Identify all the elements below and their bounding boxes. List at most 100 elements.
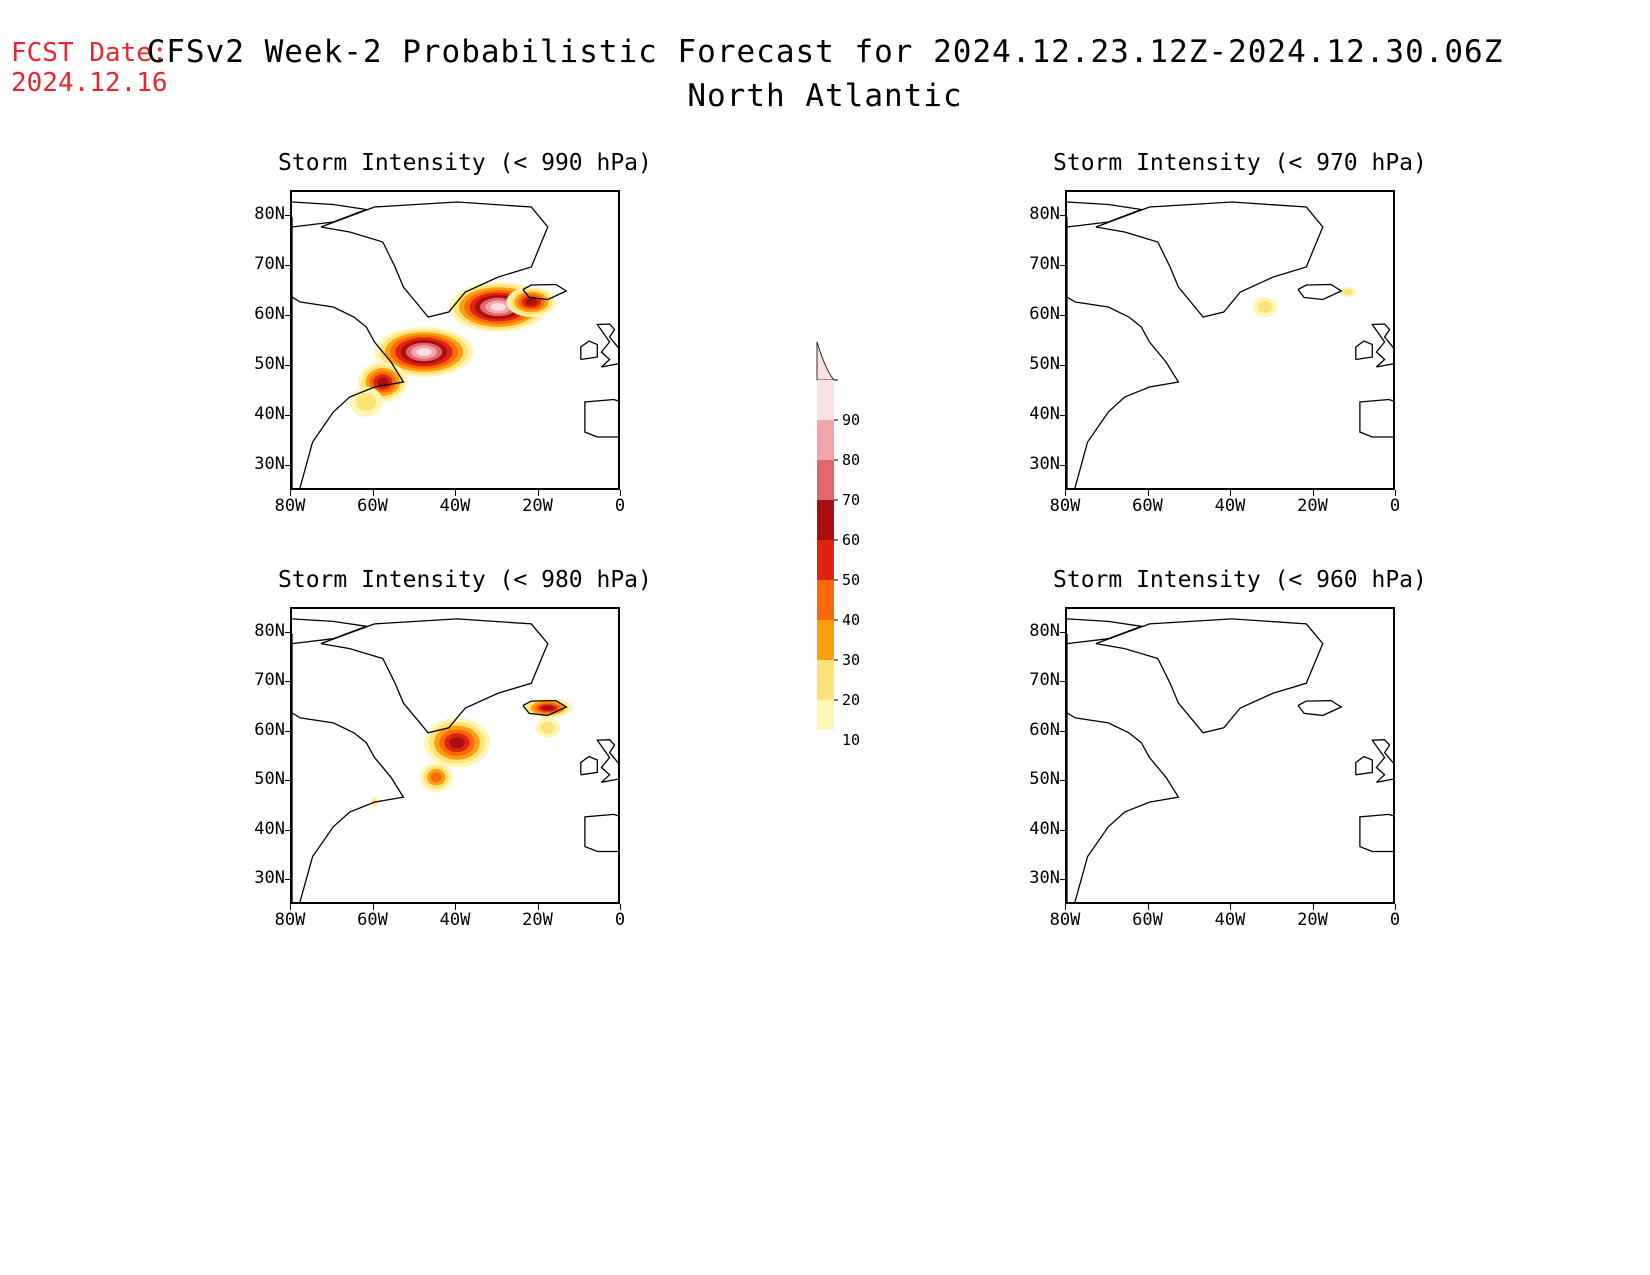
map-frame [290, 607, 620, 904]
lon-tick-mark [455, 904, 456, 910]
coastline [1359, 813, 1393, 853]
lon-tick-mark [537, 490, 539, 496]
probability-area [419, 762, 453, 793]
lon-tick-mark [455, 490, 456, 496]
colorbar-label: 20 [842, 691, 861, 709]
lon-tick-label: 80W [1049, 496, 1081, 516]
lat-tick-mark [1060, 415, 1066, 416]
lat-tick-mark [285, 780, 291, 782]
coastline [1067, 201, 1144, 228]
coastline [596, 739, 618, 783]
lon-tick-label: 20W [1297, 910, 1328, 930]
lat-tick-mark [285, 215, 291, 216]
probability-contour-60 [542, 705, 554, 711]
probability-contour-20 [540, 721, 556, 734]
map-canvas [1067, 618, 1393, 902]
forecast-date-block: FCST Date: 2024.12.16 [11, 38, 168, 98]
lat-tick-label: 30N [254, 454, 285, 474]
lat-tick-mark [285, 465, 291, 466]
probability-contour-60 [449, 736, 465, 749]
lat-tick-label: 70N [1029, 254, 1060, 274]
lat-tick-label: 40N [1029, 818, 1060, 839]
lon-tick-mark [620, 490, 621, 496]
coastline [320, 201, 549, 318]
lon-tick-mark [537, 904, 539, 910]
colorbar-label: 50 [842, 571, 861, 589]
coastline [1371, 739, 1393, 783]
probability-area [374, 327, 474, 377]
coastline [1371, 323, 1393, 368]
probability-contour-20 [356, 393, 377, 411]
lon-tick-mark [290, 490, 291, 496]
coastline [596, 323, 618, 368]
lat-tick-label: 40N [254, 818, 285, 839]
coastline [1297, 699, 1343, 717]
lat-tick-label: 50N [254, 769, 285, 790]
probability-area [349, 387, 383, 417]
lat-tick-mark [285, 265, 291, 266]
panel-title: Storm Intensity (< 980 hPa) [278, 567, 652, 593]
lon-tick-label: 60W [1132, 496, 1163, 516]
probability-area [523, 698, 573, 718]
colorbar-swatch [817, 420, 834, 460]
coastline [1355, 755, 1373, 776]
coastline [320, 618, 549, 734]
colorbar-swatch [817, 660, 834, 700]
lon-tick-label: 20W [1297, 496, 1328, 516]
lon-tick-mark [1147, 904, 1149, 910]
colorbar-swatch [817, 580, 834, 620]
panel-title: Storm Intensity (< 960 hPa) [1053, 567, 1427, 593]
map-frame [1065, 607, 1395, 904]
lon-tick-label: 60W [357, 496, 388, 516]
probability-area [1339, 287, 1356, 297]
lon-tick-mark [1065, 904, 1066, 910]
lat-tick-mark [285, 365, 291, 366]
panel-title: Storm Intensity (< 990 hPa) [278, 150, 652, 176]
lon-tick-label: 40W [439, 910, 471, 930]
lat-tick-label: 80N [254, 620, 285, 641]
lon-tick-label: 80W [274, 910, 306, 930]
lat-tick-mark [1060, 465, 1066, 466]
coastline [580, 340, 598, 361]
lat-tick-label: 40N [254, 404, 285, 424]
colorbar-label: 80 [842, 451, 861, 469]
lon-tick-mark [372, 490, 374, 496]
probability-area [506, 287, 556, 317]
coastline [1067, 633, 1180, 902]
lat-tick-label: 30N [1029, 454, 1060, 474]
lat-tick-label: 30N [254, 868, 285, 889]
lon-tick-label: 0 [1389, 496, 1401, 516]
lon-tick-label: 0 [614, 496, 626, 516]
panel-title: Storm Intensity (< 970 hPa) [1053, 150, 1427, 176]
colorbar-label: 10 [842, 731, 861, 749]
probability-area [424, 717, 490, 768]
lon-tick-mark [620, 904, 621, 910]
probability-contour-90 [490, 303, 507, 311]
coastline [292, 618, 369, 645]
lat-tick-label: 60N [1029, 719, 1060, 740]
lon-tick-mark [1065, 490, 1066, 496]
lat-tick-mark [1060, 879, 1066, 881]
lon-tick-label: 80W [274, 496, 306, 516]
lat-tick-mark [285, 631, 291, 633]
coastline [584, 398, 618, 438]
colorbar-swatch [817, 500, 834, 540]
coastline [292, 217, 405, 488]
coastline [522, 699, 568, 717]
probability-contour-40 [430, 772, 442, 783]
lon-tick-label: 40W [1214, 910, 1246, 930]
lon-tick-label: 40W [1214, 496, 1246, 516]
lat-tick-mark [285, 879, 291, 881]
lon-tick-label: 40W [439, 496, 471, 516]
lon-tick-mark [1312, 904, 1314, 910]
lat-tick-label: 80N [1029, 620, 1060, 641]
lon-tick-label: 0 [614, 910, 626, 930]
probability-contour-20 [1342, 289, 1353, 295]
map-canvas [1067, 201, 1393, 488]
lat-tick-mark [1060, 265, 1066, 266]
probability-contour-20 [1257, 301, 1273, 313]
lon-tick-mark [1312, 490, 1314, 496]
lat-tick-label: 80N [254, 204, 285, 224]
map-frame [1065, 190, 1395, 490]
figure-title: CFSv2 Week-2 Probabilistic Forecast for … [0, 34, 1650, 114]
